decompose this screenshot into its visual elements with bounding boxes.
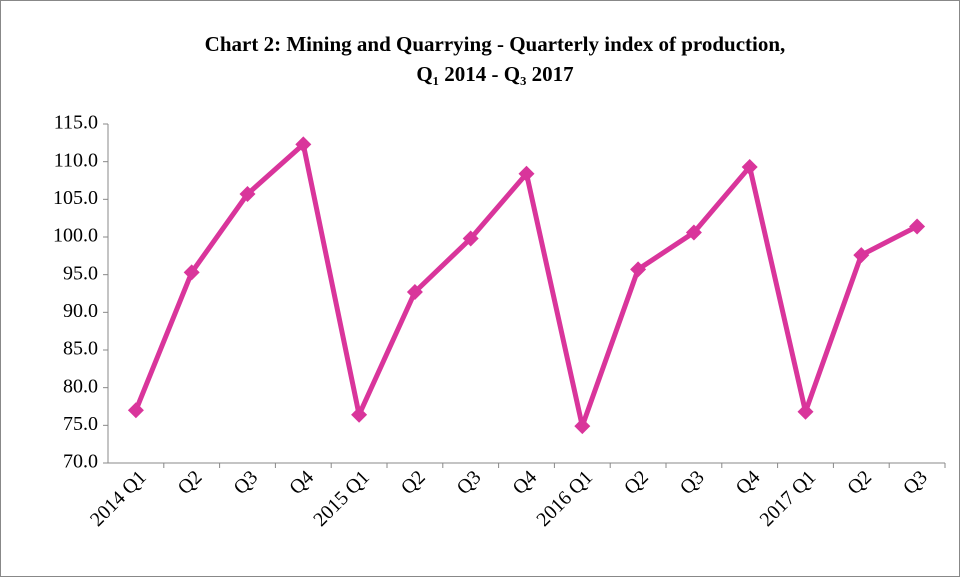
marker xyxy=(127,402,144,419)
y-tick-label: 95.0 xyxy=(63,262,98,284)
marker xyxy=(183,264,200,281)
marker xyxy=(797,403,814,420)
y-tick-label: 70.0 xyxy=(63,451,98,473)
y-tick-label: 85.0 xyxy=(63,338,98,360)
y-tick-label: 75.0 xyxy=(63,413,98,435)
y-tick-label: 100.0 xyxy=(53,225,98,247)
marker xyxy=(909,218,926,235)
marker xyxy=(741,158,758,175)
y-tick-label: 90.0 xyxy=(63,300,98,322)
marker xyxy=(239,186,256,203)
marker xyxy=(351,406,368,423)
chart-subtitle: Q₁ 2014 - Q₃ 2017 xyxy=(416,62,573,86)
marker xyxy=(406,283,423,300)
y-tick-label: 110.0 xyxy=(54,149,98,171)
marker xyxy=(462,230,479,247)
marker xyxy=(853,247,870,264)
marker xyxy=(630,261,647,278)
y-tick-label: 80.0 xyxy=(63,375,98,397)
marker xyxy=(685,224,702,241)
marker xyxy=(295,136,312,153)
y-tick-label: 115.0 xyxy=(54,112,98,134)
marker xyxy=(518,165,535,182)
y-tick-label: 105.0 xyxy=(53,187,98,209)
marker xyxy=(574,418,591,435)
chart-title: Chart 2: Mining and Quarrying - Quarterl… xyxy=(205,32,786,56)
